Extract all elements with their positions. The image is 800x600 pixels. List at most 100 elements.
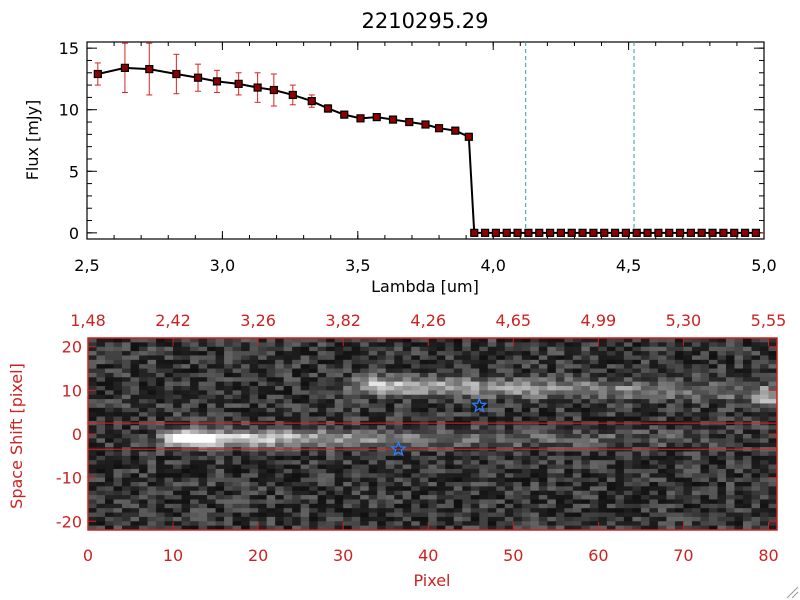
heatmap-cell <box>632 416 642 422</box>
heatmap-cell <box>700 455 710 461</box>
heatmap-cell <box>504 442 514 448</box>
heatmap-cell <box>122 399 131 404</box>
heatmap-cell <box>572 516 582 522</box>
heatmap-cell <box>555 512 565 518</box>
data-point <box>269 85 278 95</box>
heatmap-cell <box>232 477 242 483</box>
heatmap-cell <box>683 355 693 361</box>
heatmap-cell <box>164 473 174 479</box>
heatmap-cell <box>156 460 165 465</box>
heatmap-cell <box>759 403 769 409</box>
extraction-aperture <box>88 422 777 450</box>
heatmap-cell <box>232 412 242 417</box>
heatmap-cell <box>394 372 404 378</box>
heatmap-cell <box>674 512 684 518</box>
heatmap-cell <box>88 503 97 509</box>
heatmap-cell <box>309 429 319 435</box>
heatmap-cell <box>657 429 667 435</box>
heatmap-cell <box>725 351 735 356</box>
heatmap-cell <box>164 403 174 409</box>
heatmap-cell <box>623 416 633 422</box>
heatmap-cell <box>309 412 319 417</box>
heatmap-cell <box>496 468 506 474</box>
heatmap-cell <box>572 346 582 352</box>
heatmap-cell <box>666 495 676 500</box>
heatmap-cell <box>360 425 370 431</box>
heatmap-cell <box>266 455 276 461</box>
heatmap-cell <box>589 486 599 492</box>
heatmap-cell <box>224 372 234 378</box>
heatmap-cell <box>768 403 778 409</box>
heatmap-cell <box>334 464 344 470</box>
heatmap-cell <box>411 377 421 383</box>
heatmap-cell <box>581 412 591 417</box>
heatmap-cell <box>504 499 514 505</box>
heatmap-cell <box>343 394 353 400</box>
heatmap-cell <box>564 460 574 465</box>
heatmap-cell <box>292 386 302 391</box>
heatmap-cell <box>666 416 676 422</box>
heatmap-cell <box>385 460 395 465</box>
heatmap-cell <box>224 521 234 527</box>
heatmap-cell <box>113 525 123 531</box>
heatmap-cell <box>751 403 761 409</box>
heatmap-cell <box>487 442 497 448</box>
heatmap-cell <box>96 495 106 500</box>
heatmap-cell <box>428 460 438 465</box>
heatmap-cell <box>258 399 268 404</box>
heatmap-cell <box>224 386 234 391</box>
heatmap-cell <box>334 381 344 387</box>
heatmap-cell <box>164 455 174 461</box>
heatmap-cell <box>683 359 693 365</box>
heatmap-cell <box>241 508 251 513</box>
heatmap-cell <box>691 381 701 387</box>
resize-grip-icon[interactable] <box>786 586 799 599</box>
heatmap-cell <box>513 482 523 487</box>
heatmap-cell <box>190 372 199 378</box>
heatmap-cell <box>105 399 114 404</box>
heatmap-cell <box>436 516 446 522</box>
heatmap-cell <box>513 351 523 356</box>
heatmap-cell <box>207 468 216 474</box>
heatmap-cell <box>224 442 234 448</box>
heatmap-cell <box>623 451 633 457</box>
heatmap-cell <box>394 425 404 431</box>
heatmap-cell <box>538 381 548 387</box>
heatmap-cell <box>147 416 157 422</box>
heatmap-cell <box>377 359 387 365</box>
heatmap-cell <box>215 503 225 509</box>
heatmap-cell <box>555 399 565 404</box>
heatmap-cell <box>504 377 514 383</box>
heatmap-cell <box>317 516 327 522</box>
heatmap-cell <box>470 364 480 369</box>
heatmap-cell <box>598 451 608 457</box>
heatmap-cell <box>615 399 625 404</box>
y-tick-label: 0 <box>69 224 79 243</box>
heatmap-cell <box>207 434 216 439</box>
heatmap-cell <box>581 386 591 391</box>
heatmap-cell <box>768 438 778 444</box>
heatmap-cell <box>224 346 234 352</box>
heatmap-cell <box>190 342 199 348</box>
heatmap-cell <box>530 495 540 500</box>
heatmap-cell <box>266 495 276 500</box>
heatmap-cell <box>88 368 97 374</box>
heatmap-cell <box>139 521 148 527</box>
heatmap-cell <box>113 425 123 431</box>
heatmap-cell <box>317 364 327 369</box>
heatmap-cell <box>198 394 208 400</box>
heatmap-cell <box>708 394 718 400</box>
heatmap-cell <box>632 425 642 431</box>
heatmap-cell <box>564 390 574 396</box>
heatmap-cell <box>683 434 693 439</box>
heatmap-cell <box>283 508 293 513</box>
heatmap-cell <box>419 499 429 505</box>
x-tick-label: 4,5 <box>616 256 641 275</box>
heatmap-cell <box>615 381 625 387</box>
heatmap-cell <box>708 495 718 500</box>
heatmap-cell <box>649 399 659 404</box>
heatmap-cell <box>232 438 242 444</box>
heatmap-cell <box>283 342 293 348</box>
data-point <box>193 73 203 82</box>
heatmap-cell <box>360 429 370 435</box>
